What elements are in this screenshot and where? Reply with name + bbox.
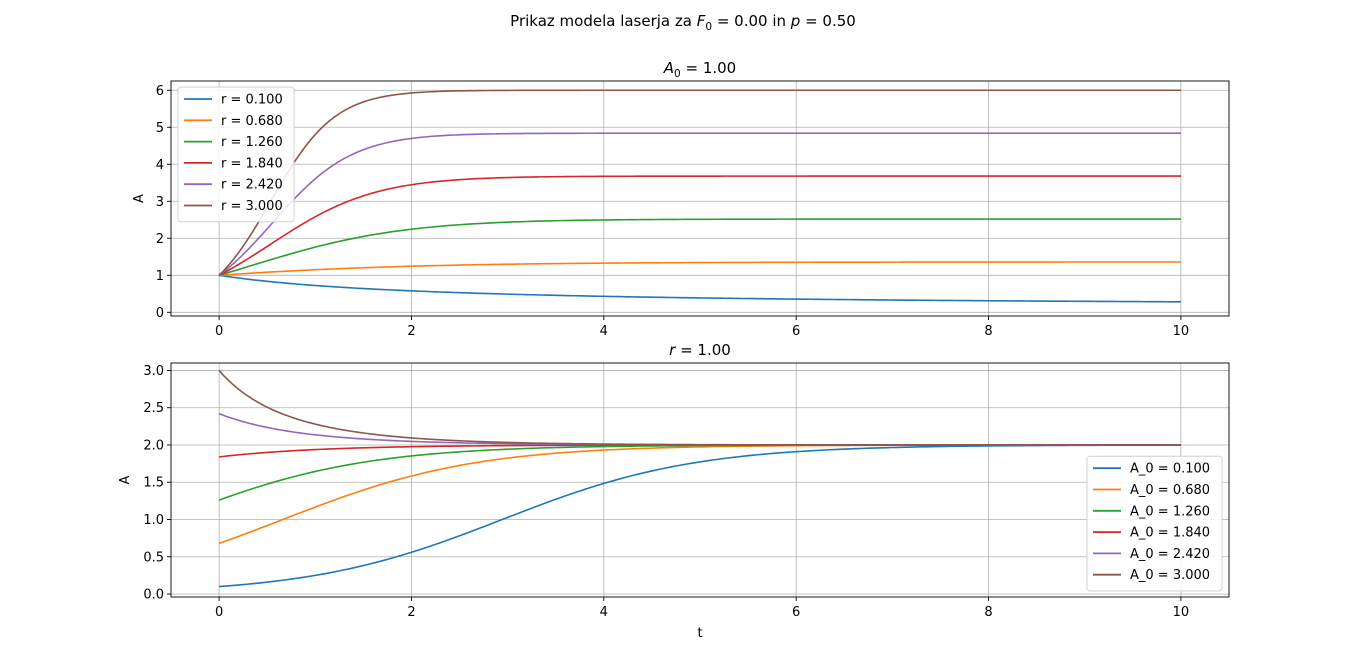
top-xtick-label-0: 0 (215, 324, 223, 339)
top-axes: 0 2 4 6 8 10 0 1 2 3 4 5 6 A A0 = 1.00 r = 0.100 r = 0.6… (132, 59, 1230, 339)
top-legend-label-2: r = 1.260 (221, 135, 283, 150)
top-xtick-label-4: 8 (984, 324, 992, 339)
top-ylabel: A (132, 194, 147, 203)
top-ytick-label-3: 3 (156, 195, 164, 210)
bottom-ytick-label-5: 2.5 (143, 401, 164, 416)
bottom-ytick-label-0: 0.0 (143, 588, 164, 603)
figure-suptitle: Prikaz modela laserja za F0 = 0.00 in p … (510, 12, 856, 33)
top-legend-label-0: r = 0.100 (221, 93, 283, 108)
top-legend-label-3: r = 1.840 (221, 156, 283, 171)
top-ytick-label-4: 4 (156, 158, 164, 173)
bottom-xtick-label-5: 10 (1173, 605, 1190, 620)
top-ytick-label-5: 5 (156, 121, 164, 136)
top-ytick-label-1: 1 (156, 269, 164, 284)
top-legend-label-4: r = 2.420 (221, 178, 283, 193)
bottom-legend-label-2: A_0 = 1.260 (1130, 504, 1210, 519)
bottom-axes-title: r = 1.00 (669, 341, 731, 359)
bottom-axes-frame (170, 362, 1230, 598)
bottom-legend-label-3: A_0 = 1.840 (1130, 526, 1210, 541)
bottom-axes: 0 2 4 6 8 10 0.0 0.5 1.0 1.5 2.0 2.5 3.0 At r = 1.00 A_… (118, 341, 1230, 641)
bottom-ytick-label-3: 1.5 (143, 476, 164, 491)
top-axes-title: A0 = 1.00 (663, 59, 736, 80)
bottom-xtick-label-1: 2 (407, 605, 415, 620)
bottom-ylabel: A (118, 475, 133, 484)
top-series-line-5 (218, 89, 1181, 276)
bottom-legend-label-0: A_0 = 0.100 (1130, 462, 1210, 477)
top-xtick-label-2: 4 (600, 324, 608, 339)
bottom-legend-label-4: A_0 = 2.420 (1130, 547, 1210, 562)
top-series-line-0 (218, 274, 1181, 303)
top-legend-label-1: r = 0.680 (221, 114, 283, 129)
top-xtick-label-5: 10 (1173, 324, 1190, 339)
top-xtick-label-1: 2 (407, 324, 415, 339)
top-legend-label-5: r = 3.000 (221, 199, 283, 214)
top-series-line-2 (218, 218, 1181, 277)
bottom-xtick-label-3: 6 (792, 605, 800, 620)
top-series-line-1 (219, 261, 1181, 277)
bottom-ytick-label-2: 1.0 (143, 513, 164, 528)
top-axes-frame (170, 80, 1230, 317)
bottom-legend-label-5: A_0 = 3.000 (1130, 568, 1210, 583)
bottom-xtick-label-0: 0 (215, 605, 223, 620)
bottom-series-line-5 (218, 369, 1181, 446)
top-series-line-4 (218, 132, 1181, 276)
top-ytick-label-6: 6 (156, 84, 164, 99)
top-ytick-label-2: 2 (156, 232, 164, 247)
top-series-line-3 (218, 175, 1181, 276)
top-legend: r = 0.100 r = 0.680 r = 1.260 r = 1.840 r = … (177, 86, 295, 223)
bottom-legend: A_0 = 0.100 A_0 = 0.680 A_0 = 1.260 A_0 = 1… (1086, 455, 1223, 592)
bottom-xtick-label-2: 4 (600, 605, 608, 620)
bottom-ytick-label-6: 3.0 (143, 364, 164, 379)
bottom-ytick-label-4: 2.0 (143, 438, 164, 453)
bottom-ytick-label-1: 0.5 (143, 550, 164, 565)
bottom-xtick-label-4: 8 (984, 605, 992, 620)
top-ytick-label-0: 0 (156, 306, 164, 321)
bottom-xlabel: t (697, 626, 702, 641)
bottom-legend-label-1: A_0 = 0.680 (1130, 483, 1210, 498)
top-xtick-label-3: 6 (792, 324, 800, 339)
